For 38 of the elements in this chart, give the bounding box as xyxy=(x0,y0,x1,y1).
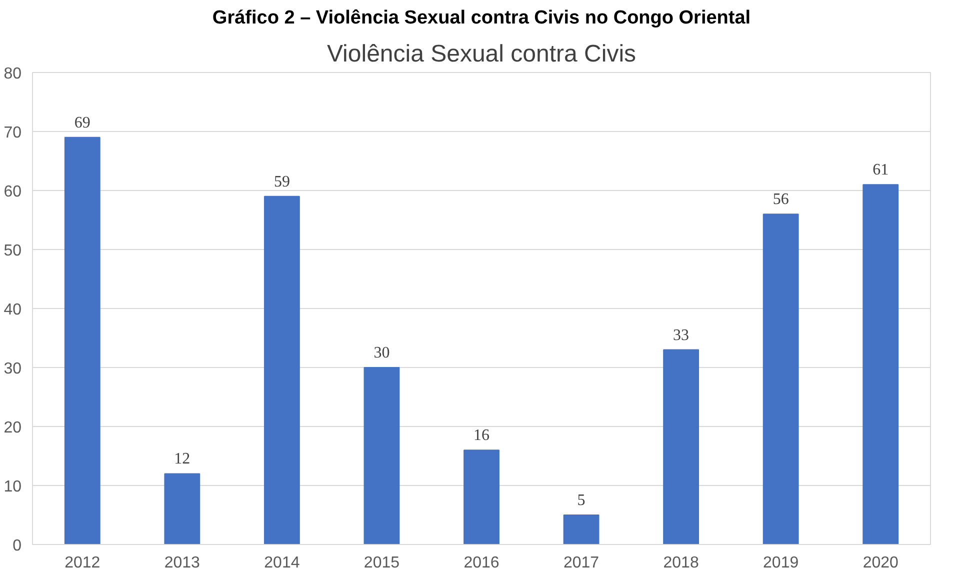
x-tick-label: 2012 xyxy=(64,554,100,572)
bar xyxy=(464,450,500,544)
data-label: 12 xyxy=(174,450,190,468)
x-tick-label: 2018 xyxy=(663,554,699,572)
data-label: 5 xyxy=(577,492,586,509)
data-label: 16 xyxy=(474,427,490,444)
y-tick-label: 0 xyxy=(12,538,22,554)
x-tick-label: 2016 xyxy=(464,554,500,572)
x-tick-label: 2013 xyxy=(164,554,200,572)
chart-subtitle: Violência Sexual contra Civis xyxy=(326,40,636,68)
data-label: 30 xyxy=(374,344,390,362)
y-tick-label: 80 xyxy=(4,66,22,82)
data-label: 69 xyxy=(74,114,90,132)
bar xyxy=(64,136,100,544)
y-tick-label: 10 xyxy=(4,478,22,496)
bar xyxy=(762,214,799,544)
data-label: 56 xyxy=(772,191,789,208)
y-tick-label: 20 xyxy=(4,420,22,436)
bar xyxy=(164,473,200,544)
data-label: 33 xyxy=(673,326,690,344)
x-tick-label: 2015 xyxy=(364,554,400,572)
chart-title: Gráfico 2 – Violência Sexual contra Civis no Congo Oriental xyxy=(212,8,751,28)
data-label: 59 xyxy=(274,173,290,190)
x-tick-label: 2020 xyxy=(862,554,899,572)
x-tick-label: 2019 xyxy=(763,554,799,572)
data-label: 61 xyxy=(872,162,889,179)
y-tick-label: 40 xyxy=(4,302,22,318)
y-tick-label: 30 xyxy=(4,360,22,378)
bar xyxy=(563,514,600,544)
x-tick-label: 2017 xyxy=(563,554,600,572)
x-tick-label: 2014 xyxy=(264,554,300,572)
y-tick-label: 70 xyxy=(4,124,22,142)
y-tick-label: 60 xyxy=(4,184,22,200)
bar xyxy=(862,184,899,544)
bar xyxy=(264,196,300,544)
bar xyxy=(364,367,400,544)
y-tick-label: 50 xyxy=(4,242,22,260)
bar xyxy=(663,349,700,544)
